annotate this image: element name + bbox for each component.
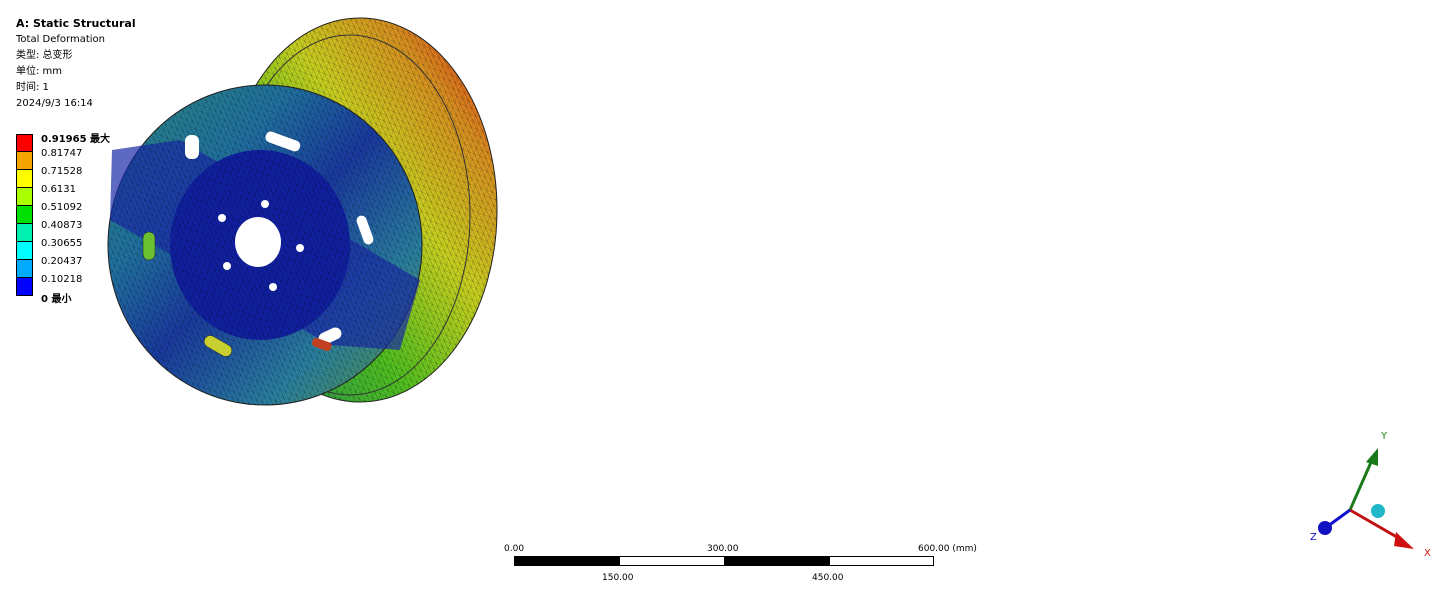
legend-band <box>16 152 33 170</box>
z-axis-arrow <box>1327 508 1351 528</box>
result-name: Total Deformation <box>16 34 105 45</box>
scale-segment <box>619 556 725 566</box>
scale-segment <box>724 556 830 566</box>
wheel-face <box>107 84 423 406</box>
legend-label: 0.51092 <box>41 202 83 213</box>
result-time: 时间: 1 <box>16 82 49 93</box>
y-axis-arrow <box>1348 459 1374 511</box>
result-header: A: Static Structural Total Deformation 类… <box>16 16 136 112</box>
scale-label: 0.00 <box>504 544 525 554</box>
analysis-title: A: Static Structural <box>16 17 136 30</box>
legend-band <box>16 224 33 242</box>
center-bore <box>235 217 281 267</box>
z-axis-label: Z <box>1310 532 1317 543</box>
legend-band <box>16 170 33 188</box>
x-axis-label: X <box>1424 548 1431 559</box>
scale-label: 300.00 <box>707 544 739 554</box>
legend-min-label: 0 最小 <box>41 294 72 305</box>
wheel-model-viewport[interactable] <box>100 10 510 410</box>
scale-segment <box>829 556 934 566</box>
legend-label: 0.20437 <box>41 256 83 267</box>
axis-triad[interactable]: Y X Z <box>1300 420 1448 570</box>
legend-band <box>16 260 33 278</box>
legend-band <box>16 134 33 152</box>
x-axis-arrow <box>1349 508 1403 542</box>
y-axis-label: Y <box>1380 431 1388 442</box>
legend-label: 0.40873 <box>41 220 83 231</box>
scale-label: 600.00 (mm) <box>918 544 977 554</box>
scale-segment <box>514 556 620 566</box>
result-unit: 单位: mm <box>16 66 63 77</box>
scale-label: 150.00 <box>602 573 634 583</box>
legend-label: 0.10218 <box>41 274 83 285</box>
isometric-view-ball[interactable] <box>1371 504 1385 518</box>
legend-band <box>16 206 33 224</box>
legend-label: 0.81747 <box>41 148 83 159</box>
legend-band <box>16 278 33 296</box>
legend-label: 0.71528 <box>41 166 83 177</box>
result-type: 类型: 总变形 <box>16 50 73 61</box>
legend-band <box>16 188 33 206</box>
legend-max-label: 0.91965 最大 <box>41 134 111 145</box>
legend-label: 0.6131 <box>41 184 76 195</box>
legend-band <box>16 242 33 260</box>
result-date: 2024/9/3 16:14 <box>16 98 93 109</box>
legend-label: 0.30655 <box>41 238 83 249</box>
scale-label: 450.00 <box>812 573 844 583</box>
